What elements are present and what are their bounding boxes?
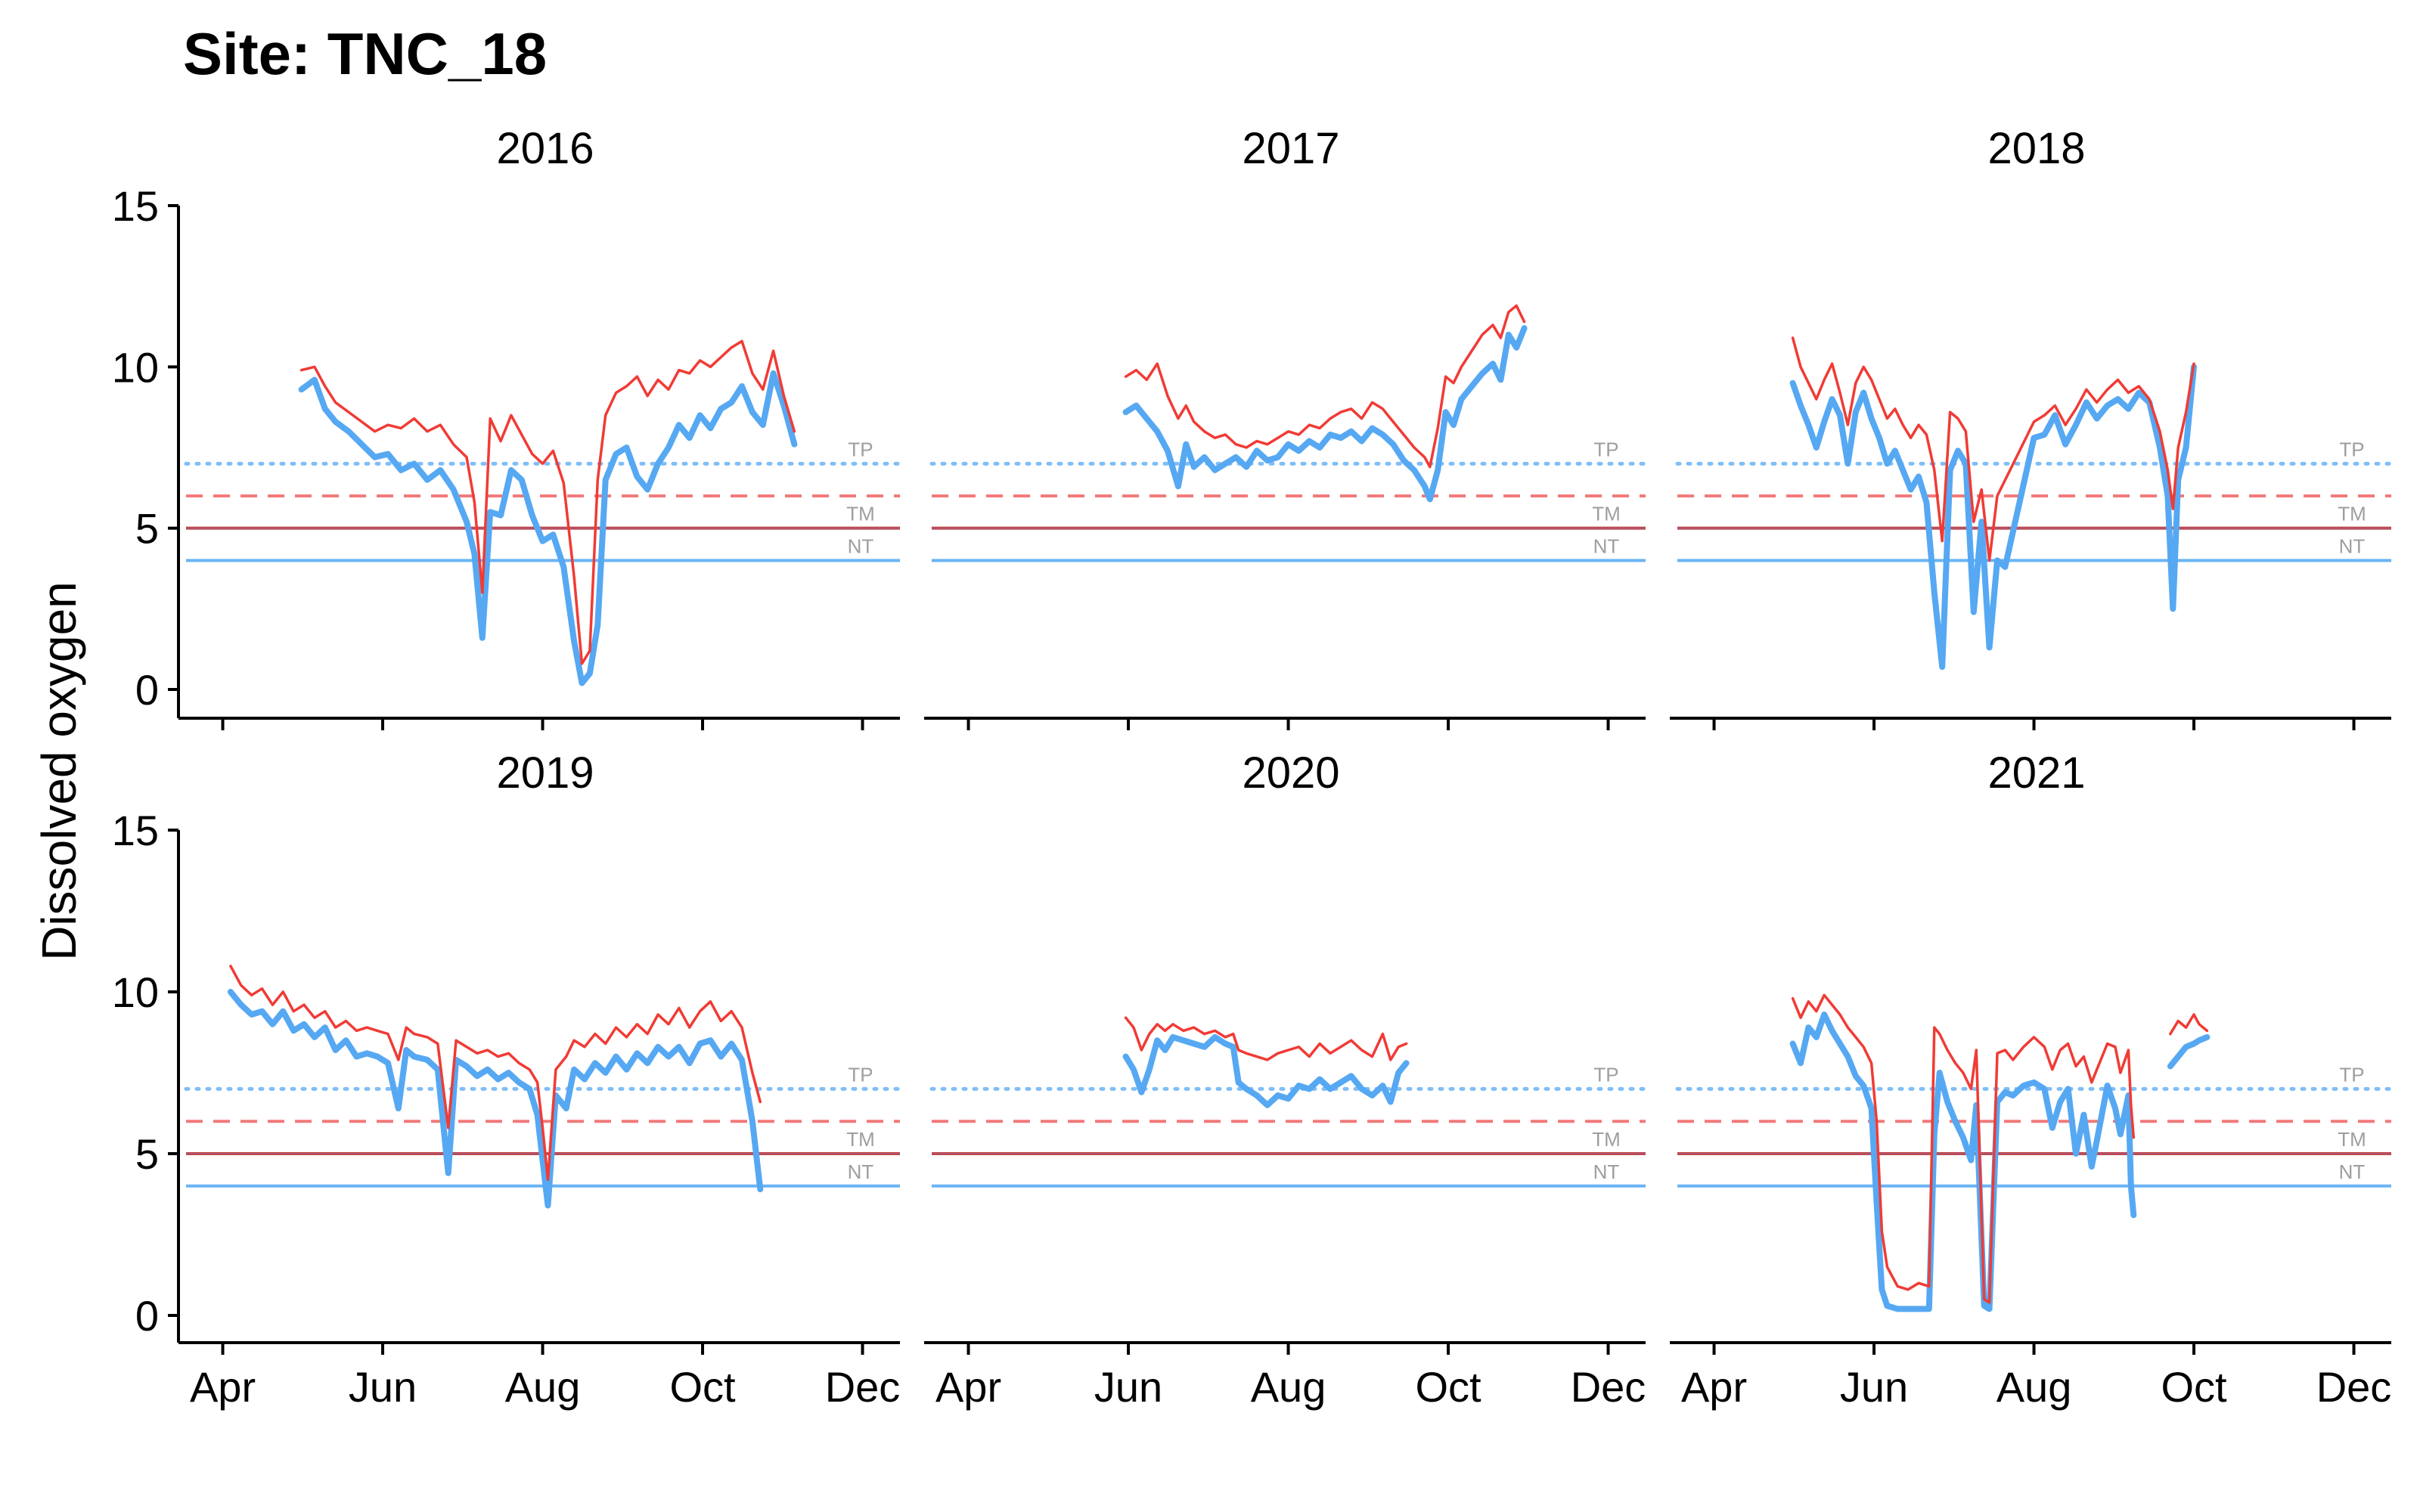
blue-series-line-2018-0 [1789, 364, 2197, 671]
red-series-line-2016-0 [299, 339, 796, 665]
x-tick-label-aug-2020: Aug [1251, 1363, 1326, 1411]
red-series-line-2020-0 [1124, 1016, 1408, 1061]
x-tick-label-apr-2020: Apr [935, 1363, 1001, 1411]
ref-label-nt-2021: NT [2339, 1160, 2366, 1183]
y-tick-label-0-row-0: 0 [135, 666, 159, 714]
x-tick-label-apr-2019: Apr [190, 1363, 256, 1411]
blue-series-line-2019-0 [227, 989, 764, 1209]
x-tick-label-aug-2019: Aug [505, 1363, 581, 1411]
panel-title-2019: 2019 [496, 748, 594, 798]
ref-label-tp-2019: TP [848, 1063, 873, 1086]
panel-title-2018: 2018 [1987, 124, 2085, 173]
panel-title-2016: 2016 [496, 124, 594, 173]
red-series-line-2021-1 [2169, 1013, 2209, 1036]
y-tick-label-5-row-0: 5 [135, 505, 159, 553]
red-series-line-2019-0 [229, 965, 762, 1181]
x-tick-label-oct-2019: Oct [669, 1363, 736, 1411]
ref-label-tm-2016: TM [846, 503, 875, 525]
ref-label-nt-2019: NT [848, 1160, 874, 1183]
red-series-line-2018-0 [1791, 336, 2195, 562]
panel-title-2020: 2020 [1242, 748, 1339, 798]
x-tick-label-dec-2019: Dec [825, 1363, 901, 1411]
ref-label-tm-2017: TM [1592, 503, 1621, 525]
ref-label-tm-2021: TM [2338, 1128, 2366, 1151]
blue-series-line-2016-0 [298, 370, 798, 686]
ref-label-tp-2016: TP [848, 438, 873, 460]
blue-series-line-2017-0 [1122, 325, 1528, 503]
blue-series-line-2021-0 [1789, 1012, 2137, 1312]
x-tick-label-oct-2021: Oct [2161, 1363, 2227, 1411]
x-tick-label-jun-2019: Jun [349, 1363, 417, 1411]
y-tick-label-15-row-0: 15 [112, 182, 159, 230]
y-tick-label-5-row-1: 5 [135, 1130, 159, 1178]
x-tick-label-aug-2021: Aug [1996, 1363, 2072, 1411]
ref-label-nt-2020: NT [1593, 1160, 1620, 1183]
plot-title: Site: TNC_18 [183, 20, 548, 87]
y-tick-label-10-row-1: 10 [112, 968, 159, 1016]
ref-label-tp-2020: TP [1593, 1063, 1618, 1086]
x-tick-label-jun-2020: Jun [1094, 1363, 1162, 1411]
red-series-line-2021-0 [1791, 993, 2136, 1304]
x-tick-label-oct-2020: Oct [1415, 1363, 1481, 1411]
red-series-line-2017-0 [1124, 304, 1526, 469]
ref-label-tp-2018: TP [2339, 438, 2364, 460]
panel-title-2021: 2021 [1987, 748, 2085, 798]
x-tick-label-dec-2021: Dec [2316, 1363, 2392, 1411]
ref-label-nt-2018: NT [2339, 534, 2366, 557]
y-tick-label-15-row-1: 15 [112, 807, 159, 854]
ref-label-nt-2017: NT [1593, 534, 1620, 557]
x-tick-label-apr-2021: Apr [1681, 1363, 1747, 1411]
ref-label-tm-2018: TM [2338, 503, 2366, 525]
ref-label-nt-2016: NT [848, 534, 874, 557]
y-tick-label-10-row-0: 10 [112, 343, 159, 391]
y-tick-label-0-row-1: 0 [135, 1292, 159, 1340]
blue-series-line-2020-0 [1122, 1033, 1410, 1108]
ref-label-tm-2019: TM [846, 1128, 875, 1151]
ref-label-tp-2021: TP [2339, 1063, 2364, 1086]
x-tick-label-jun-2021: Jun [1840, 1363, 1908, 1411]
x-tick-label-dec-2020: Dec [1571, 1363, 1646, 1411]
blue-series-line-2021-1 [2167, 1033, 2211, 1070]
panel-title-2017: 2017 [1242, 124, 1339, 173]
ref-label-tm-2020: TM [1592, 1128, 1621, 1151]
ref-label-tp-2017: TP [1593, 438, 1618, 460]
